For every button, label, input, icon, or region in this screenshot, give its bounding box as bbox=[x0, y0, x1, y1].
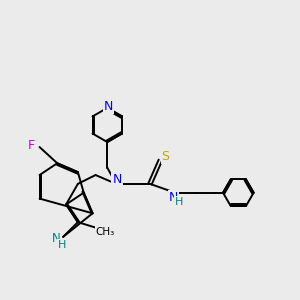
Text: N: N bbox=[52, 232, 61, 245]
Text: F: F bbox=[28, 139, 35, 152]
Text: S: S bbox=[162, 150, 170, 163]
Text: CH₃: CH₃ bbox=[96, 226, 115, 237]
Text: H: H bbox=[175, 196, 184, 206]
Text: N: N bbox=[112, 173, 122, 186]
Text: N: N bbox=[104, 100, 113, 113]
Text: H: H bbox=[58, 240, 66, 250]
Text: N: N bbox=[169, 191, 178, 204]
